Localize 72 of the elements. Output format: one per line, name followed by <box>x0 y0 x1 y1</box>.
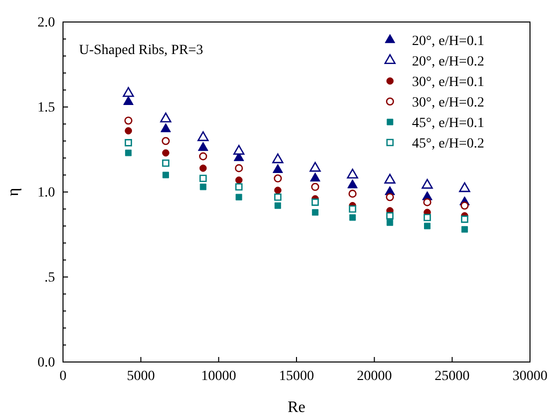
y-tick-label: .5 <box>44 270 55 286</box>
point <box>459 182 470 192</box>
point <box>235 176 243 184</box>
point <box>423 198 432 206</box>
point <box>124 139 132 146</box>
point <box>347 179 358 188</box>
point <box>422 178 433 189</box>
point <box>311 182 320 191</box>
point <box>346 168 358 178</box>
y-axis-title: η <box>5 188 22 196</box>
point <box>460 216 468 223</box>
point <box>233 144 244 155</box>
point <box>122 87 134 97</box>
legend-label: 45°, e/H=0.2 <box>412 136 484 152</box>
point <box>274 186 282 194</box>
point <box>236 194 242 200</box>
y-tick-label: 1.5 <box>38 100 55 116</box>
point <box>272 153 284 164</box>
x-tick-label: 20000 <box>356 368 392 384</box>
point <box>310 172 320 182</box>
x-axis-title: Re <box>288 399 306 416</box>
point <box>235 183 243 191</box>
point <box>384 174 396 184</box>
point <box>274 174 282 182</box>
x-tick-label: 0 <box>60 368 66 384</box>
x-tick-label: 25000 <box>434 368 470 384</box>
y-tick-label: 2.0 <box>38 15 55 30</box>
point <box>124 127 132 134</box>
x-tick-label: 10000 <box>201 368 236 384</box>
legend-label: 45°, e/H=0.1 <box>412 116 484 131</box>
point <box>386 212 394 220</box>
point <box>198 131 209 142</box>
point <box>124 116 132 125</box>
x-tick-label: 15000 <box>279 368 314 384</box>
legend-label: 20°, e/H=0.1 <box>412 34 484 49</box>
point <box>200 184 206 190</box>
point <box>274 193 282 201</box>
point <box>199 164 207 172</box>
x-tick-label: 5000 <box>126 368 155 384</box>
point <box>162 172 169 178</box>
y-tick-label: 0.0 <box>38 355 55 370</box>
legend-label: 20°, e/H=0.2 <box>412 54 484 70</box>
point <box>234 164 243 172</box>
point <box>274 202 282 209</box>
point <box>272 164 283 173</box>
point <box>386 219 394 226</box>
point <box>312 209 318 216</box>
point <box>460 202 469 210</box>
point <box>162 149 170 157</box>
point <box>348 190 357 198</box>
point <box>199 152 208 160</box>
point <box>424 222 431 230</box>
point <box>348 205 356 213</box>
y-tick-label: 1.0 <box>38 185 55 200</box>
point <box>160 112 172 122</box>
point <box>424 214 431 222</box>
point <box>349 214 356 221</box>
point <box>461 226 468 233</box>
point <box>123 96 134 105</box>
point <box>386 193 394 202</box>
point <box>125 150 132 156</box>
point <box>312 198 319 206</box>
x-tick-label: 30000 <box>512 368 548 384</box>
point <box>162 159 170 167</box>
point <box>198 142 208 151</box>
annotation: U-Shaped Ribs, PR=3 <box>79 43 204 58</box>
point <box>160 123 171 132</box>
legend-label: 30°, e/H=0.1 <box>412 75 484 90</box>
legend-label: 30°, e/H=0.2 <box>412 96 484 110</box>
point <box>162 136 170 146</box>
point <box>199 174 207 182</box>
point <box>310 162 321 172</box>
